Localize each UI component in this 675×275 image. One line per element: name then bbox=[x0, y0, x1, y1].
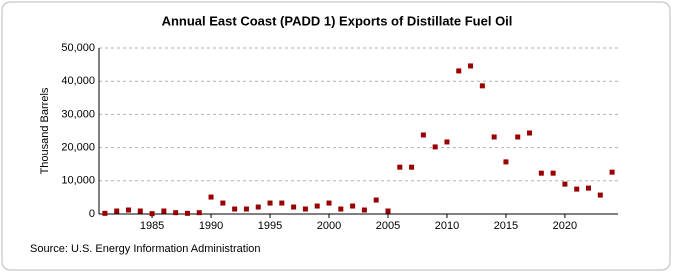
x-tick-label: 2010 bbox=[435, 220, 459, 232]
y-tick-label: 20,000 bbox=[61, 142, 95, 154]
y-tick-label: 50,000 bbox=[61, 42, 95, 54]
point bbox=[338, 206, 344, 212]
point bbox=[468, 63, 474, 69]
point bbox=[149, 211, 155, 217]
point bbox=[326, 200, 332, 206]
point bbox=[220, 200, 226, 206]
point bbox=[243, 206, 249, 212]
point bbox=[432, 144, 438, 150]
point bbox=[184, 210, 190, 216]
x-tick-label: 1985 bbox=[140, 220, 164, 232]
point bbox=[114, 208, 120, 214]
point bbox=[373, 197, 379, 203]
point bbox=[503, 159, 509, 165]
point bbox=[538, 170, 544, 176]
point bbox=[161, 208, 167, 214]
point bbox=[515, 134, 521, 140]
point bbox=[397, 164, 403, 170]
point bbox=[479, 83, 485, 89]
point bbox=[491, 134, 497, 140]
x-tick-label: 1990 bbox=[199, 220, 223, 232]
y-tick-label: 10,000 bbox=[61, 175, 95, 187]
x-tick-label: 2005 bbox=[376, 220, 400, 232]
point bbox=[232, 206, 238, 212]
point bbox=[562, 181, 568, 187]
point bbox=[291, 204, 297, 210]
point bbox=[444, 139, 450, 145]
point bbox=[102, 210, 108, 216]
point bbox=[196, 210, 202, 216]
x-tick-label: 2015 bbox=[494, 220, 518, 232]
point bbox=[267, 200, 273, 206]
point bbox=[385, 208, 391, 214]
point bbox=[586, 185, 592, 191]
point bbox=[409, 164, 415, 170]
point bbox=[302, 206, 308, 212]
x-tick-label: 2020 bbox=[553, 220, 577, 232]
point bbox=[609, 169, 615, 175]
point bbox=[279, 200, 285, 206]
point bbox=[208, 194, 214, 200]
point bbox=[137, 208, 143, 214]
x-tick-label: 2000 bbox=[317, 220, 341, 232]
chart-title: Annual East Coast (PADD 1) Exports of Di… bbox=[162, 13, 513, 28]
point bbox=[125, 207, 131, 213]
y-tick-label: 40,000 bbox=[61, 75, 95, 87]
x-tick-label: 1995 bbox=[258, 220, 282, 232]
point bbox=[574, 186, 580, 192]
y-tick-label: 0 bbox=[89, 208, 95, 220]
point bbox=[420, 132, 426, 138]
point bbox=[361, 207, 367, 213]
point bbox=[173, 210, 179, 216]
point bbox=[314, 203, 320, 209]
y-tick-label: 30,000 bbox=[61, 108, 95, 120]
point bbox=[456, 68, 462, 74]
point bbox=[255, 204, 261, 210]
point bbox=[597, 192, 603, 198]
frame bbox=[1, 1, 671, 271]
point bbox=[527, 130, 533, 136]
point bbox=[350, 203, 356, 209]
source: Source: U.S. Energy Information Administ… bbox=[30, 243, 261, 255]
y-axis-label: Thousand Barrels bbox=[39, 87, 51, 174]
point bbox=[550, 170, 556, 176]
